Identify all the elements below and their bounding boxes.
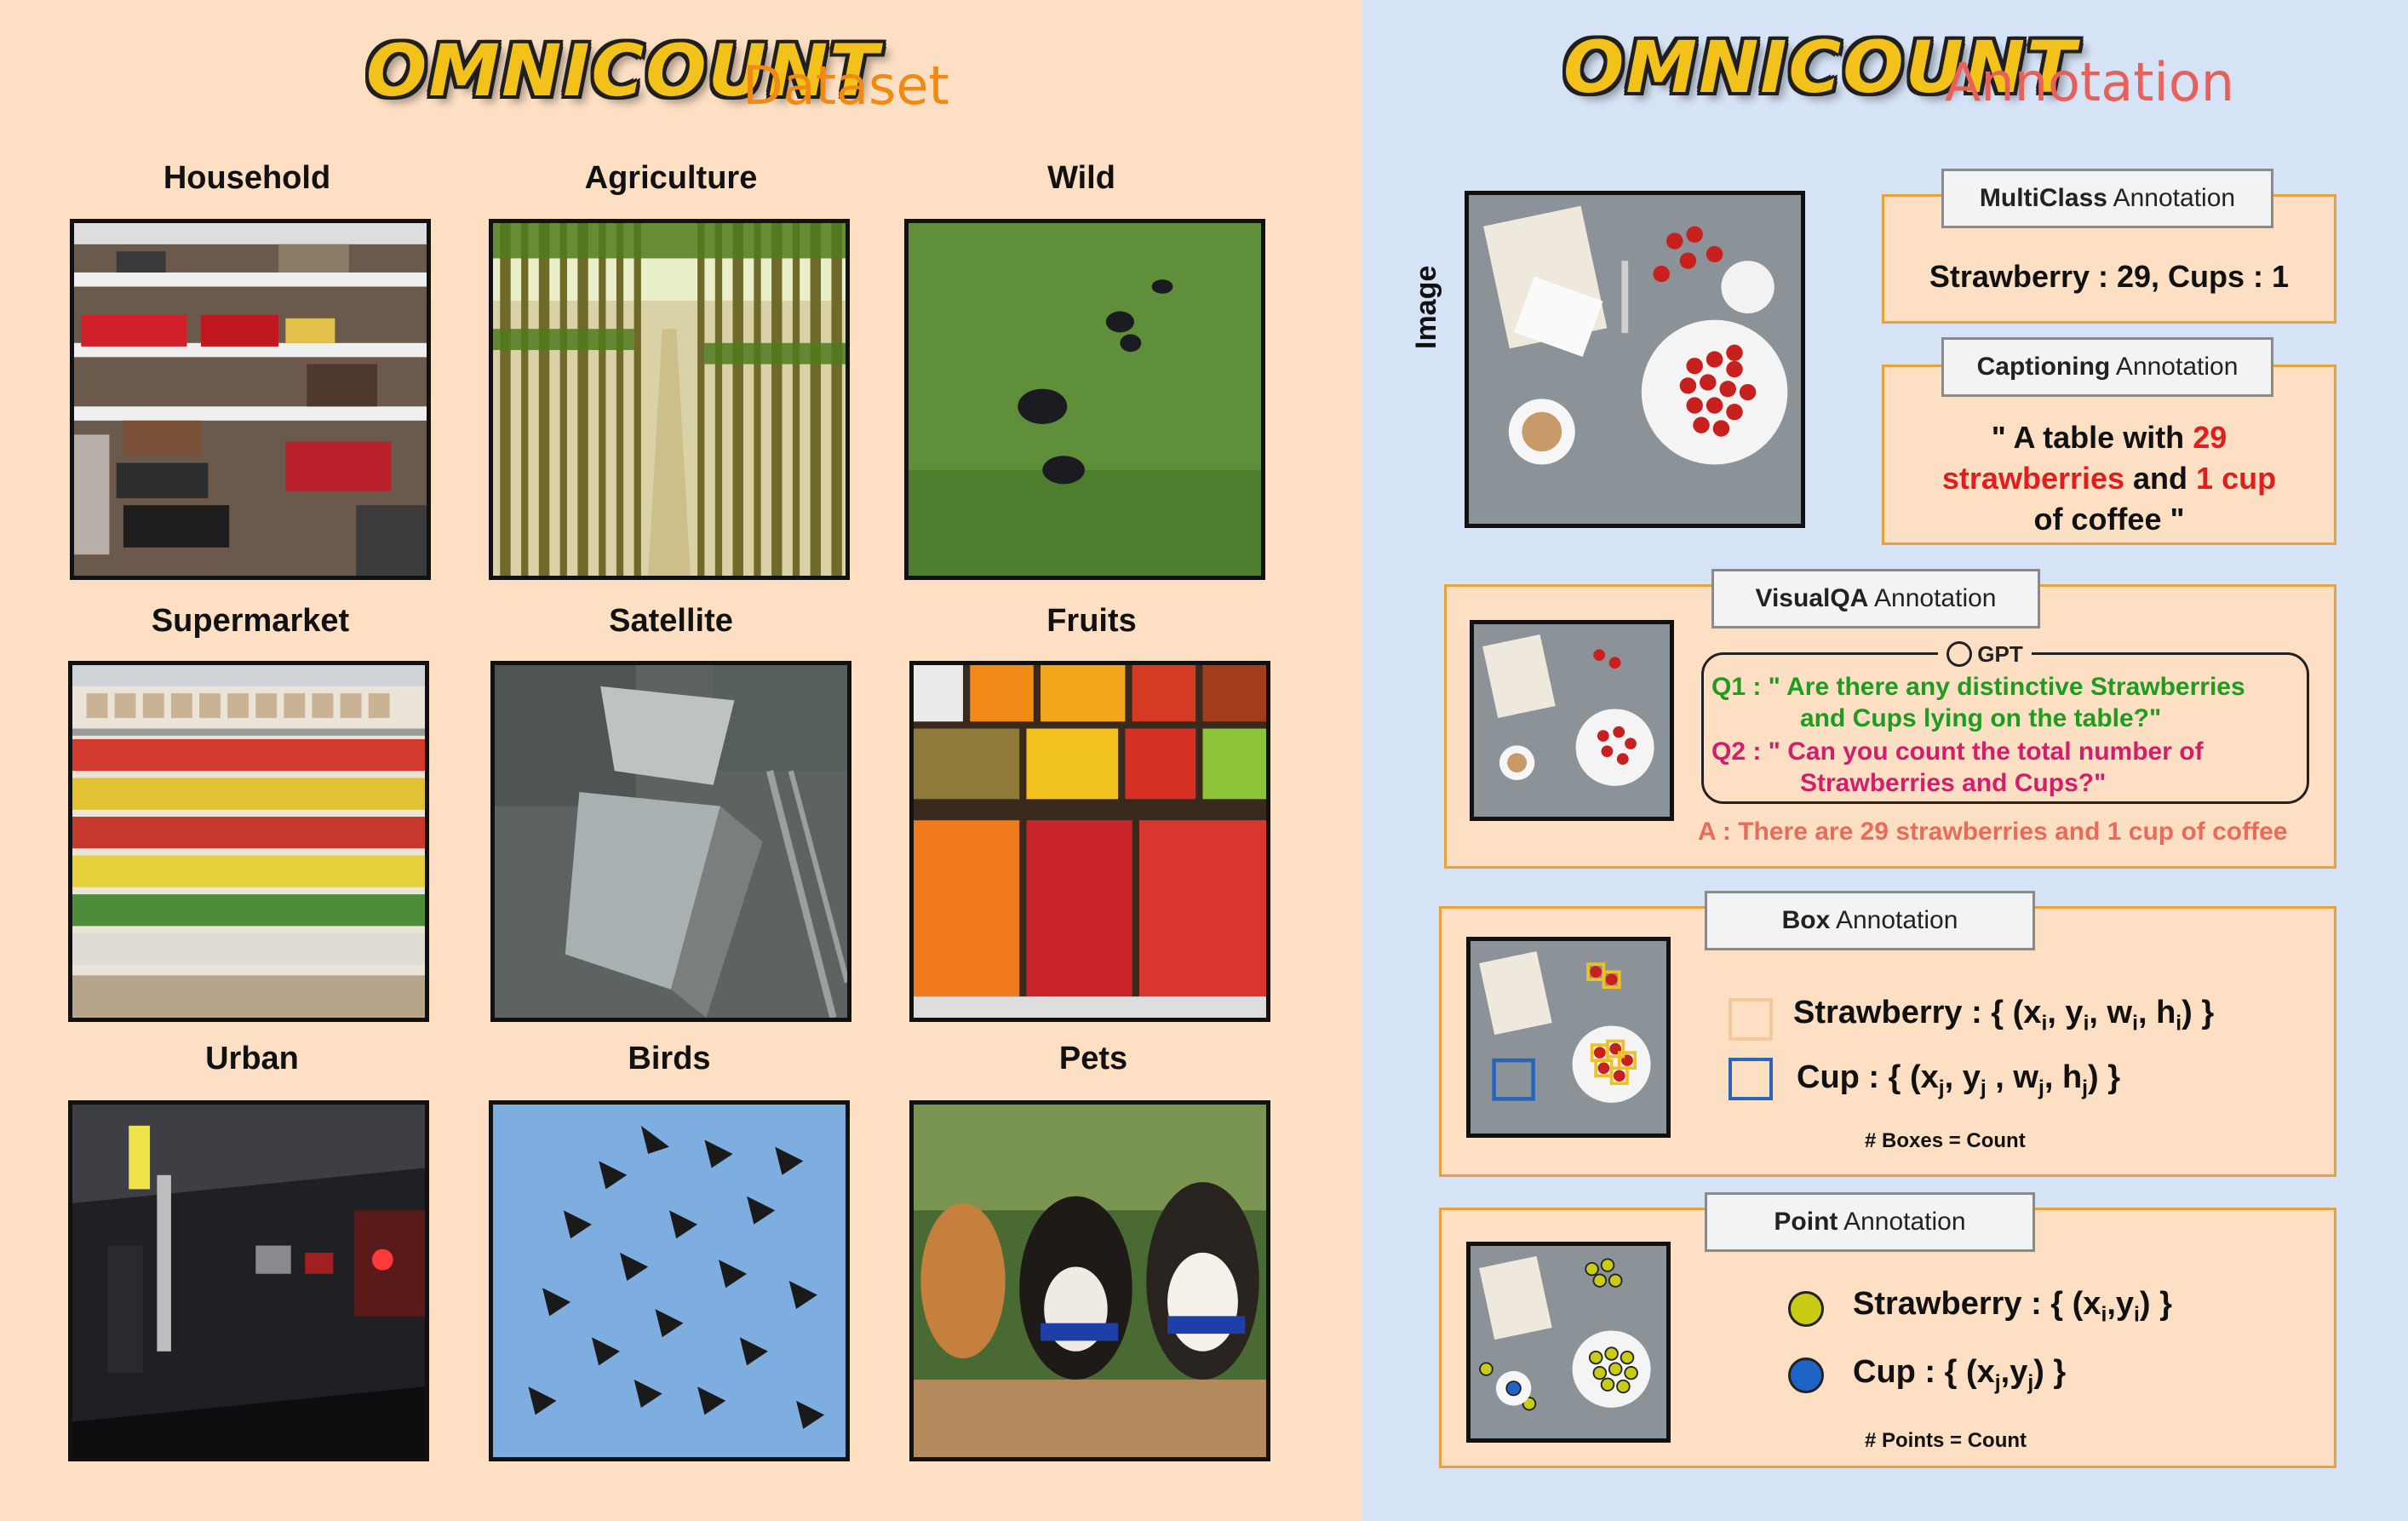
captioning-tag: Captioning Annotation <box>1941 337 2273 397</box>
cup-point-formula: Cup : { (xj,yj) } <box>1853 1354 2067 1395</box>
category-label-birds: Birds <box>628 1041 711 1076</box>
wild-image <box>904 219 1265 580</box>
satellite-image <box>490 661 851 1022</box>
strawberry-point-swatch <box>1788 1291 1824 1327</box>
household-image <box>70 219 431 580</box>
strawberry-table-image <box>1465 191 1805 528</box>
answer-text: A : There are 29 strawberries and 1 cup … <box>1698 818 2288 846</box>
annotation-heading: Annotation <box>1945 51 2235 113</box>
supermarket-image <box>68 661 429 1022</box>
agriculture-image <box>489 219 850 580</box>
fruits-image <box>909 661 1270 1022</box>
openai-icon <box>1946 641 1973 667</box>
point-tag: Point Annotation <box>1705 1192 2035 1252</box>
dataset-panel: OMNICOUNT Dataset Household Agriculture … <box>0 0 1362 1521</box>
multiclass-counts: Strawberry : 29, Cups : 1 <box>1929 259 2290 294</box>
birds-image <box>489 1100 850 1461</box>
category-label-supermarket: Supermarket <box>151 603 350 639</box>
cup-box-swatch <box>1729 1058 1773 1100</box>
gpt-badge: GPT <box>1938 637 2032 671</box>
urban-image <box>68 1100 429 1461</box>
category-label-wild: Wild <box>1047 160 1115 196</box>
strawberry-point-formula: Strawberry : { (xi,yi) } <box>1853 1286 2172 1327</box>
dataset-heading: Dataset <box>742 55 949 117</box>
question-2: Q2 : " Can you count the total number of… <box>1711 738 2204 797</box>
category-label-fruits: Fruits <box>1046 603 1137 639</box>
strawberry-box-formula: Strawberry : { (xi, yi, wi, hi) } <box>1793 995 2215 1036</box>
strawberry-box-swatch <box>1729 998 1773 1041</box>
omnicount-logo-dataset: OMNICOUNT <box>366 29 880 112</box>
multiclass-tag: MultiClass Annotation <box>1941 169 2273 228</box>
annotation-panel: OMNICOUNT Annotation Image MultiClass An… <box>1362 0 2408 1521</box>
category-label-household: Household <box>163 160 331 196</box>
visualqa-tag: VisualQA Annotation <box>1711 569 2040 628</box>
category-label-urban: Urban <box>205 1041 299 1076</box>
visualqa-thumbnail <box>1470 620 1674 821</box>
box-tag: Box Annotation <box>1705 891 2035 950</box>
point-count-note: # Points = Count <box>1865 1429 2027 1452</box>
category-label-agriculture: Agriculture <box>584 160 758 196</box>
category-label-satellite: Satellite <box>609 603 733 639</box>
point-annotation-thumbnail <box>1466 1242 1671 1443</box>
omnicount-logo-annotation: OMNICOUNT <box>1563 26 2078 109</box>
pets-image <box>909 1100 1270 1461</box>
caption-text: " A table with 29 strawberries and 1 cup… <box>1941 420 2277 537</box>
category-label-pets: Pets <box>1058 1041 1128 1076</box>
question-1: Q1 : " Are there any distinctive Strawbe… <box>1711 673 2245 732</box>
box-annotation-thumbnail <box>1466 937 1671 1138</box>
image-side-label: Image <box>1410 265 1442 349</box>
cup-box-formula: Cup : { (xj, yj , wj, hj) } <box>1797 1059 2121 1100</box>
box-count-note: # Boxes = Count <box>1865 1129 2026 1152</box>
cup-point-swatch <box>1788 1357 1824 1393</box>
